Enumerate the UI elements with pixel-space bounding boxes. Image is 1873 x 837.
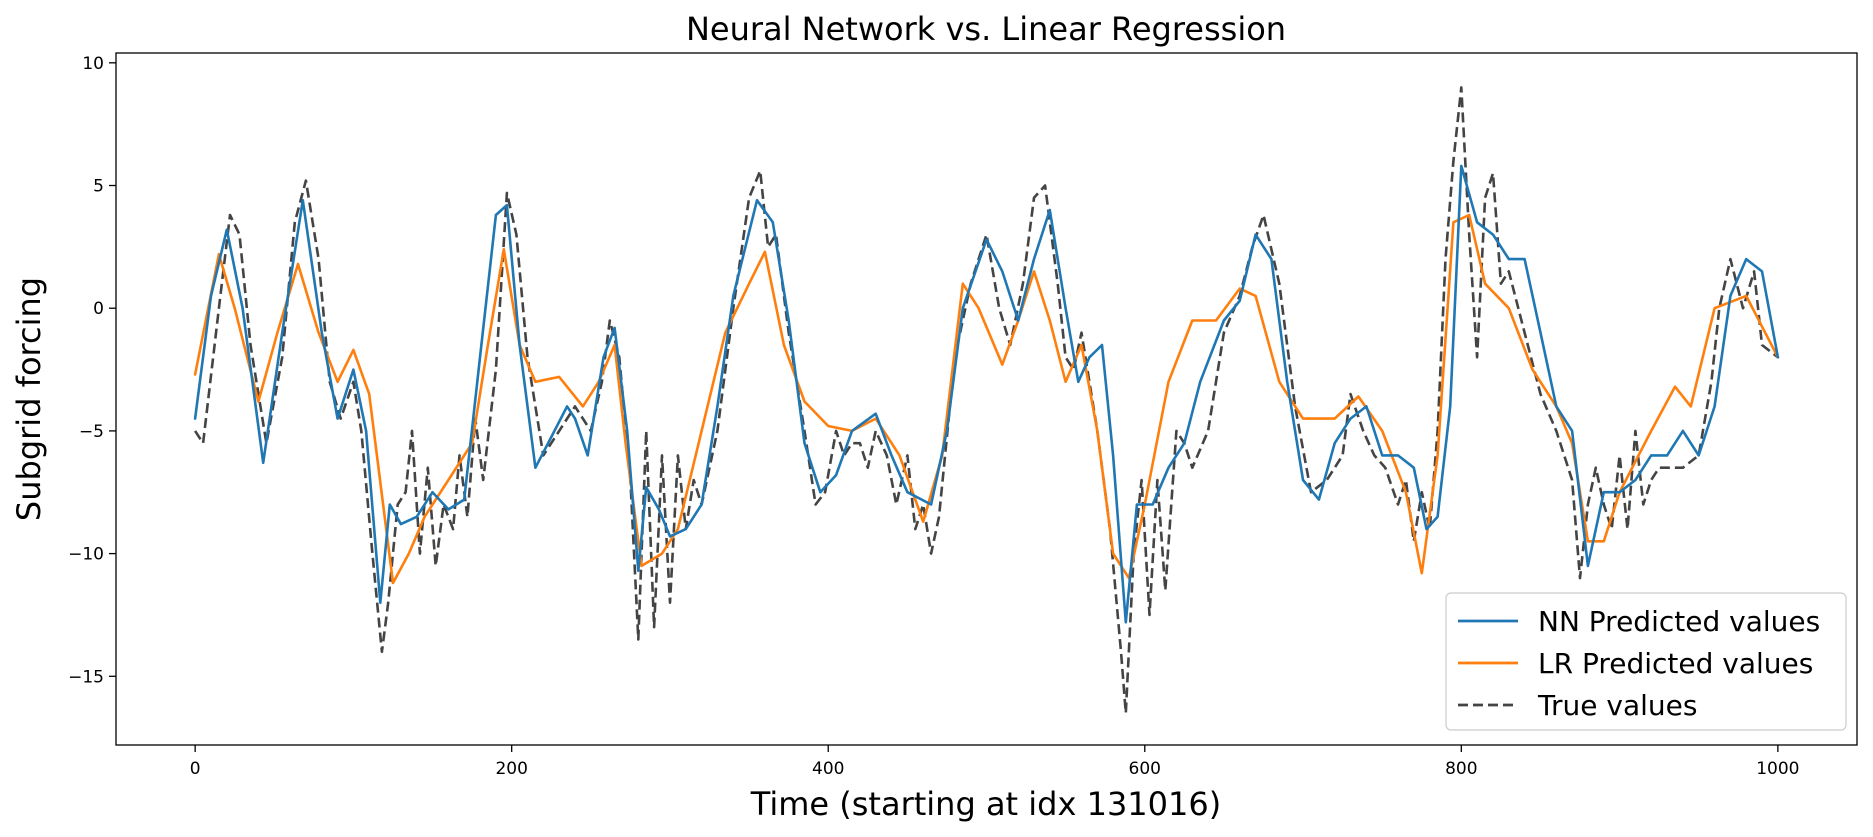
series-line-lr-predicted-values (193, 213, 1780, 585)
x-axis: 0 200 400 600 800 1000 (190, 745, 1799, 779)
chart-legend: NN Predicted values LR Predicted values Tr… (1445, 592, 1847, 731)
legend-label: LR Predicted values (1538, 647, 1813, 680)
x-tick-label: 1000 (1756, 759, 1799, 779)
x-tick-label: 0 (190, 759, 201, 779)
plot-frame (115, 52, 1858, 746)
x-tick-label: 600 (1129, 759, 1161, 779)
series-line-nn-predicted-values (193, 164, 1780, 624)
y-tick-label: −5 (79, 422, 104, 442)
x-tick-label: 400 (812, 759, 844, 779)
legend-label: True values (1537, 689, 1697, 722)
x-axis-label: Time (starting at idx 131016) (750, 785, 1221, 823)
legend-label: NN Predicted values (1538, 605, 1820, 638)
y-tick-label: −15 (68, 667, 104, 687)
y-tick-label: 0 (93, 299, 104, 319)
y-axis: −15 −10 −5 0 5 10 (68, 54, 116, 687)
y-tick-label: 10 (82, 54, 104, 74)
y-tick-label: −10 (68, 545, 104, 565)
x-tick-label: 200 (495, 759, 527, 779)
plot-series-group (193, 86, 1780, 715)
y-tick-label: 5 (93, 177, 104, 197)
legend-frame (1445, 592, 1847, 731)
y-axis-label: Subgrid forcing (10, 277, 48, 521)
chart-title: Neural Network vs. Linear Regression (686, 10, 1286, 48)
x-tick-label: 800 (1445, 759, 1477, 779)
